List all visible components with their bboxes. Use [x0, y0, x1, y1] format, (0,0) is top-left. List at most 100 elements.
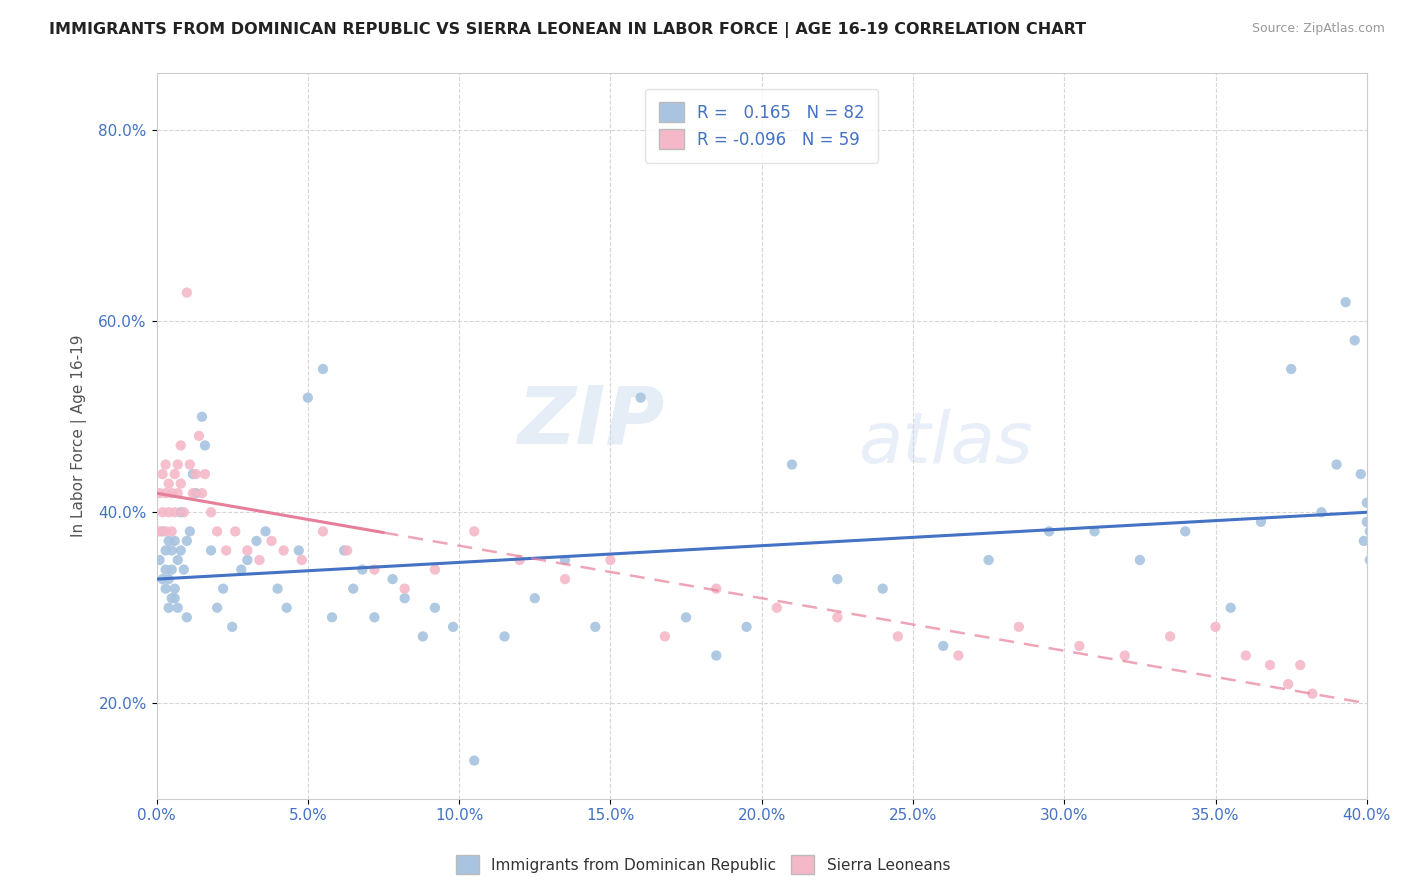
- Point: [1234, 648, 1257, 663]
- Point: [423, 600, 446, 615]
- Point: [194, 438, 217, 452]
- Point: [381, 572, 404, 586]
- Point: [412, 629, 434, 643]
- Point: [1174, 524, 1197, 539]
- Point: [342, 582, 364, 596]
- Point: [166, 600, 188, 615]
- Point: [160, 486, 183, 500]
- Point: [157, 600, 180, 615]
- Point: [675, 610, 697, 624]
- Legend: R =   0.165   N = 82, R = -0.096   N = 59: R = 0.165 N = 82, R = -0.096 N = 59: [645, 88, 877, 162]
- Point: [155, 543, 177, 558]
- Point: [163, 533, 186, 548]
- Point: [463, 754, 485, 768]
- Point: [157, 476, 180, 491]
- Point: [155, 582, 177, 596]
- Point: [176, 285, 198, 300]
- Point: [583, 620, 606, 634]
- Point: [200, 543, 222, 558]
- Point: [149, 486, 172, 500]
- Point: [224, 524, 246, 539]
- Point: [312, 362, 335, 376]
- Text: Source: ZipAtlas.com: Source: ZipAtlas.com: [1251, 22, 1385, 36]
- Point: [155, 524, 177, 539]
- Point: [187, 429, 209, 443]
- Point: [363, 563, 385, 577]
- Point: [654, 629, 676, 643]
- Point: [245, 533, 267, 548]
- Point: [236, 553, 259, 567]
- Point: [260, 533, 283, 548]
- Point: [827, 572, 849, 586]
- Point: [1279, 362, 1302, 376]
- Point: [179, 458, 201, 472]
- Point: [1361, 543, 1384, 558]
- Point: [1008, 620, 1031, 634]
- Point: [160, 563, 183, 577]
- Point: [163, 505, 186, 519]
- Point: [288, 543, 311, 558]
- Point: [155, 563, 177, 577]
- Point: [1114, 648, 1136, 663]
- Point: [163, 591, 186, 606]
- Point: [704, 582, 727, 596]
- Point: [599, 553, 621, 567]
- Point: [170, 438, 193, 452]
- Point: [887, 629, 910, 643]
- Point: [205, 600, 228, 615]
- Point: [191, 486, 214, 500]
- Point: [181, 486, 204, 500]
- Point: [1350, 467, 1372, 481]
- Point: [149, 553, 172, 567]
- Point: [273, 543, 295, 558]
- Point: [276, 600, 298, 615]
- Point: [735, 620, 758, 634]
- Point: [170, 505, 193, 519]
- Point: [1277, 677, 1299, 691]
- Point: [160, 591, 183, 606]
- Point: [1334, 295, 1357, 310]
- Point: [152, 467, 174, 481]
- Point: [176, 533, 198, 548]
- Point: [1038, 524, 1060, 539]
- Point: [509, 553, 531, 567]
- Point: [523, 591, 546, 606]
- Point: [205, 524, 228, 539]
- Point: [194, 467, 217, 481]
- Point: [152, 524, 174, 539]
- Point: [200, 505, 222, 519]
- Point: [297, 391, 319, 405]
- Point: [554, 553, 576, 567]
- Point: [1129, 553, 1152, 567]
- Point: [1358, 524, 1381, 539]
- Point: [181, 467, 204, 481]
- Text: ZIP: ZIP: [517, 383, 665, 460]
- Text: IMMIGRANTS FROM DOMINICAN REPUBLIC VS SIERRA LEONEAN IN LABOR FORCE | AGE 16-19 : IMMIGRANTS FROM DOMINICAN REPUBLIC VS SI…: [49, 22, 1087, 38]
- Point: [173, 563, 195, 577]
- Point: [160, 524, 183, 539]
- Point: [163, 582, 186, 596]
- Point: [212, 582, 235, 596]
- Point: [1353, 533, 1375, 548]
- Point: [254, 524, 277, 539]
- Point: [1310, 505, 1333, 519]
- Point: [1205, 620, 1227, 634]
- Point: [704, 648, 727, 663]
- Point: [236, 543, 259, 558]
- Point: [1250, 515, 1272, 529]
- Point: [170, 543, 193, 558]
- Point: [423, 563, 446, 577]
- Point: [1344, 334, 1367, 348]
- Point: [221, 620, 243, 634]
- Point: [157, 533, 180, 548]
- Point: [932, 639, 955, 653]
- Point: [1289, 658, 1312, 673]
- Point: [333, 543, 356, 558]
- Point: [312, 524, 335, 539]
- Point: [176, 610, 198, 624]
- Point: [291, 553, 314, 567]
- Point: [157, 505, 180, 519]
- Point: [155, 486, 177, 500]
- Point: [827, 610, 849, 624]
- Point: [249, 553, 271, 567]
